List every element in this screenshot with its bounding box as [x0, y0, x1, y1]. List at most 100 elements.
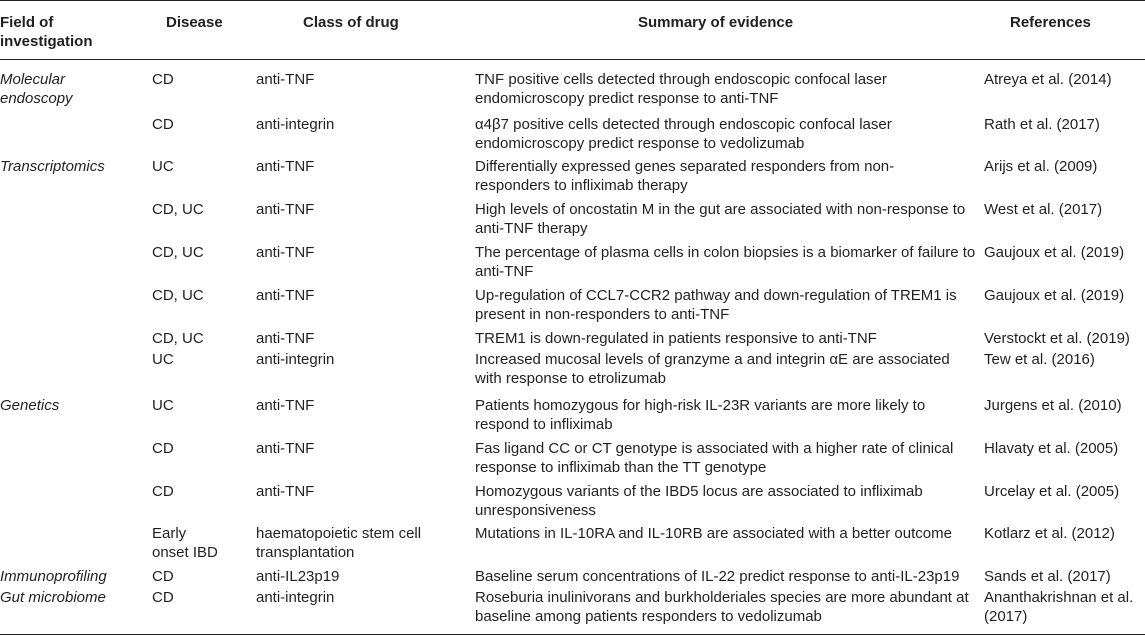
disease-line: CD	[152, 483, 174, 500]
row-3-ref: West et al. (2017)	[984, 200, 1102, 219]
row-7-ref: Tew et al. (2016)	[984, 350, 1095, 369]
drug-line: transplantation	[256, 544, 355, 561]
row-13-ref: Ananthakrishnan et al. (2017)	[984, 588, 1133, 626]
row-7-disease: UC	[152, 350, 174, 369]
disease-line: CD	[152, 71, 174, 88]
drug-line: anti-integrin	[256, 589, 335, 606]
row-3-summary: High levels of oncostatin M in the gut a…	[475, 200, 965, 238]
row-12-drug: anti-IL23p19	[256, 567, 339, 586]
row-0-drug: anti-TNF	[256, 70, 314, 89]
summary-line: response to infliximab than the TT genot…	[475, 459, 767, 476]
row-5-drug: anti-TNF	[256, 286, 314, 305]
row-9-summary: Fas ligand CC or CT genotype is associat…	[475, 439, 953, 477]
header-summary: Summary of evidence	[638, 14, 794, 31]
drug-line: anti-TNF	[256, 397, 315, 414]
ref-line: Ananthakrishnan et al.	[984, 589, 1134, 606]
field-line: Genetics	[0, 397, 60, 414]
row-2-ref: Arijs et al. (2009)	[984, 157, 1097, 176]
disease-line: onset IBD	[152, 544, 218, 561]
drug-line: anti-integrin	[256, 351, 335, 368]
disease-line: CD	[152, 568, 174, 585]
drug-line: haematopoietic stem cell	[256, 525, 422, 542]
row-9-drug: anti-TNF	[256, 439, 314, 458]
row-4-ref: Gaujoux et al. (2019)	[984, 243, 1124, 262]
ref-line: Tew et al. (2016)	[984, 351, 1095, 368]
ref-line: West et al. (2017)	[984, 201, 1103, 218]
header-field-line: Field of	[0, 14, 54, 31]
table-header: Field of investigation Disease Class of …	[0, 0, 1145, 60]
row-13-drug: anti-integrin	[256, 588, 334, 607]
summary-line: Roseburia inulinivorans and burkholderia…	[475, 589, 969, 606]
drug-line: anti-TNF	[256, 158, 315, 175]
disease-line: CD, UC	[152, 287, 204, 304]
row-12-disease: CD	[152, 567, 174, 586]
summary-line: The percentage of plasma cells in colon …	[475, 244, 976, 261]
ref-line: Hlavaty et al. (2005)	[984, 440, 1119, 457]
summary-line: Differentially expressed genes separated…	[475, 158, 895, 175]
row-5-ref: Gaujoux et al. (2019)	[984, 286, 1124, 305]
row-11-drug: haematopoietic stem cell transplantation	[256, 524, 421, 562]
row-8-disease: UC	[152, 396, 174, 415]
disease-line: CD, UC	[152, 330, 204, 347]
row-4-disease: CD, UC	[152, 243, 204, 262]
drug-line: anti-TNF	[256, 244, 315, 261]
row-8-field: Genetics	[0, 396, 59, 415]
ref-line: Urcelay et al. (2005)	[984, 483, 1120, 500]
disease-line: CD	[152, 116, 174, 133]
ref-line: Rath et al. (2017)	[984, 116, 1100, 133]
row-13-disease: CD	[152, 588, 174, 607]
drug-line: anti-integrin	[256, 116, 335, 133]
disease-line: Early	[152, 525, 187, 542]
table-bottom-rule	[0, 634, 1145, 635]
drug-line: anti-TNF	[256, 440, 315, 457]
row-4-drug: anti-TNF	[256, 243, 314, 262]
row-2-summary: Differentially expressed genes separated…	[475, 157, 894, 195]
disease-line: CD	[152, 589, 174, 606]
row-0-field: Molecular endoscopy	[0, 70, 73, 108]
row-10-disease: CD	[152, 482, 174, 501]
header-drug: Class of drug	[303, 14, 399, 31]
row-11-summary: Mutations in IL-10RA and IL-10RB are ass…	[475, 524, 952, 543]
summary-line: endomicroscopy predict response to anti-…	[475, 90, 779, 107]
summary-line: endomicroscopy predict response to vedol…	[475, 135, 805, 152]
row-10-ref: Urcelay et al. (2005)	[984, 482, 1119, 501]
summary-line: Up-regulation of CCL7-CCR2 pathway and d…	[475, 287, 957, 304]
header-field: Field of investigation	[0, 13, 93, 51]
field-line: Molecular	[0, 71, 66, 88]
row-11-disease: Early onset IBD	[152, 524, 218, 562]
summary-line: Baseline serum concentrations of IL-22 p…	[475, 568, 960, 585]
ref-line: (2017)	[984, 608, 1028, 625]
summary-line: baseline among patients responders to ve…	[475, 608, 822, 625]
row-0-ref: Atreya et al. (2014)	[984, 70, 1112, 89]
disease-line: UC	[152, 158, 174, 175]
disease-line: CD	[152, 440, 174, 457]
summary-line: unresponsiveness	[475, 502, 596, 519]
row-10-drug: anti-TNF	[256, 482, 314, 501]
row-6-drug: anti-TNF	[256, 329, 314, 348]
row-9-ref: Hlavaty et al. (2005)	[984, 439, 1118, 458]
drug-line: anti-TNF	[256, 330, 315, 347]
ref-line: Arijs et al. (2009)	[984, 158, 1098, 175]
field-line: endoscopy	[0, 90, 73, 107]
row-2-drug: anti-TNF	[256, 157, 314, 176]
summary-line: present in non-responders to anti-TNF	[475, 306, 730, 323]
summary-line: Increased mucosal levels of granzyme a a…	[475, 351, 950, 368]
summary-line: anti-TNF	[475, 263, 534, 280]
row-7-summary: Increased mucosal levels of granzyme a a…	[475, 350, 950, 388]
ref-line: Verstockt et al. (2019)	[984, 330, 1130, 347]
row-8-summary: Patients homozygous for high-risk IL-23R…	[475, 396, 925, 434]
row-1-drug: anti-integrin	[256, 115, 334, 134]
drug-line: anti-TNF	[256, 201, 315, 218]
field-line: Gut microbiome	[0, 589, 106, 606]
row-1-ref: Rath et al. (2017)	[984, 115, 1100, 134]
row-0-summary: TNF positive cells detected through endo…	[475, 70, 887, 108]
summary-line: Patients homozygous for high-risk IL-23R…	[475, 397, 926, 414]
row-6-disease: CD, UC	[152, 329, 204, 348]
row-5-disease: CD, UC	[152, 286, 204, 305]
summary-line: respond to infliximab	[475, 416, 613, 433]
ref-line: Sands et al. (2017)	[984, 568, 1111, 585]
summary-line: α4β7 positive cells detected through end…	[475, 116, 892, 133]
row-12-ref: Sands et al. (2017)	[984, 567, 1111, 586]
row-2-field: Transcriptomics	[0, 157, 105, 176]
header-field-line: investigation	[0, 33, 93, 50]
